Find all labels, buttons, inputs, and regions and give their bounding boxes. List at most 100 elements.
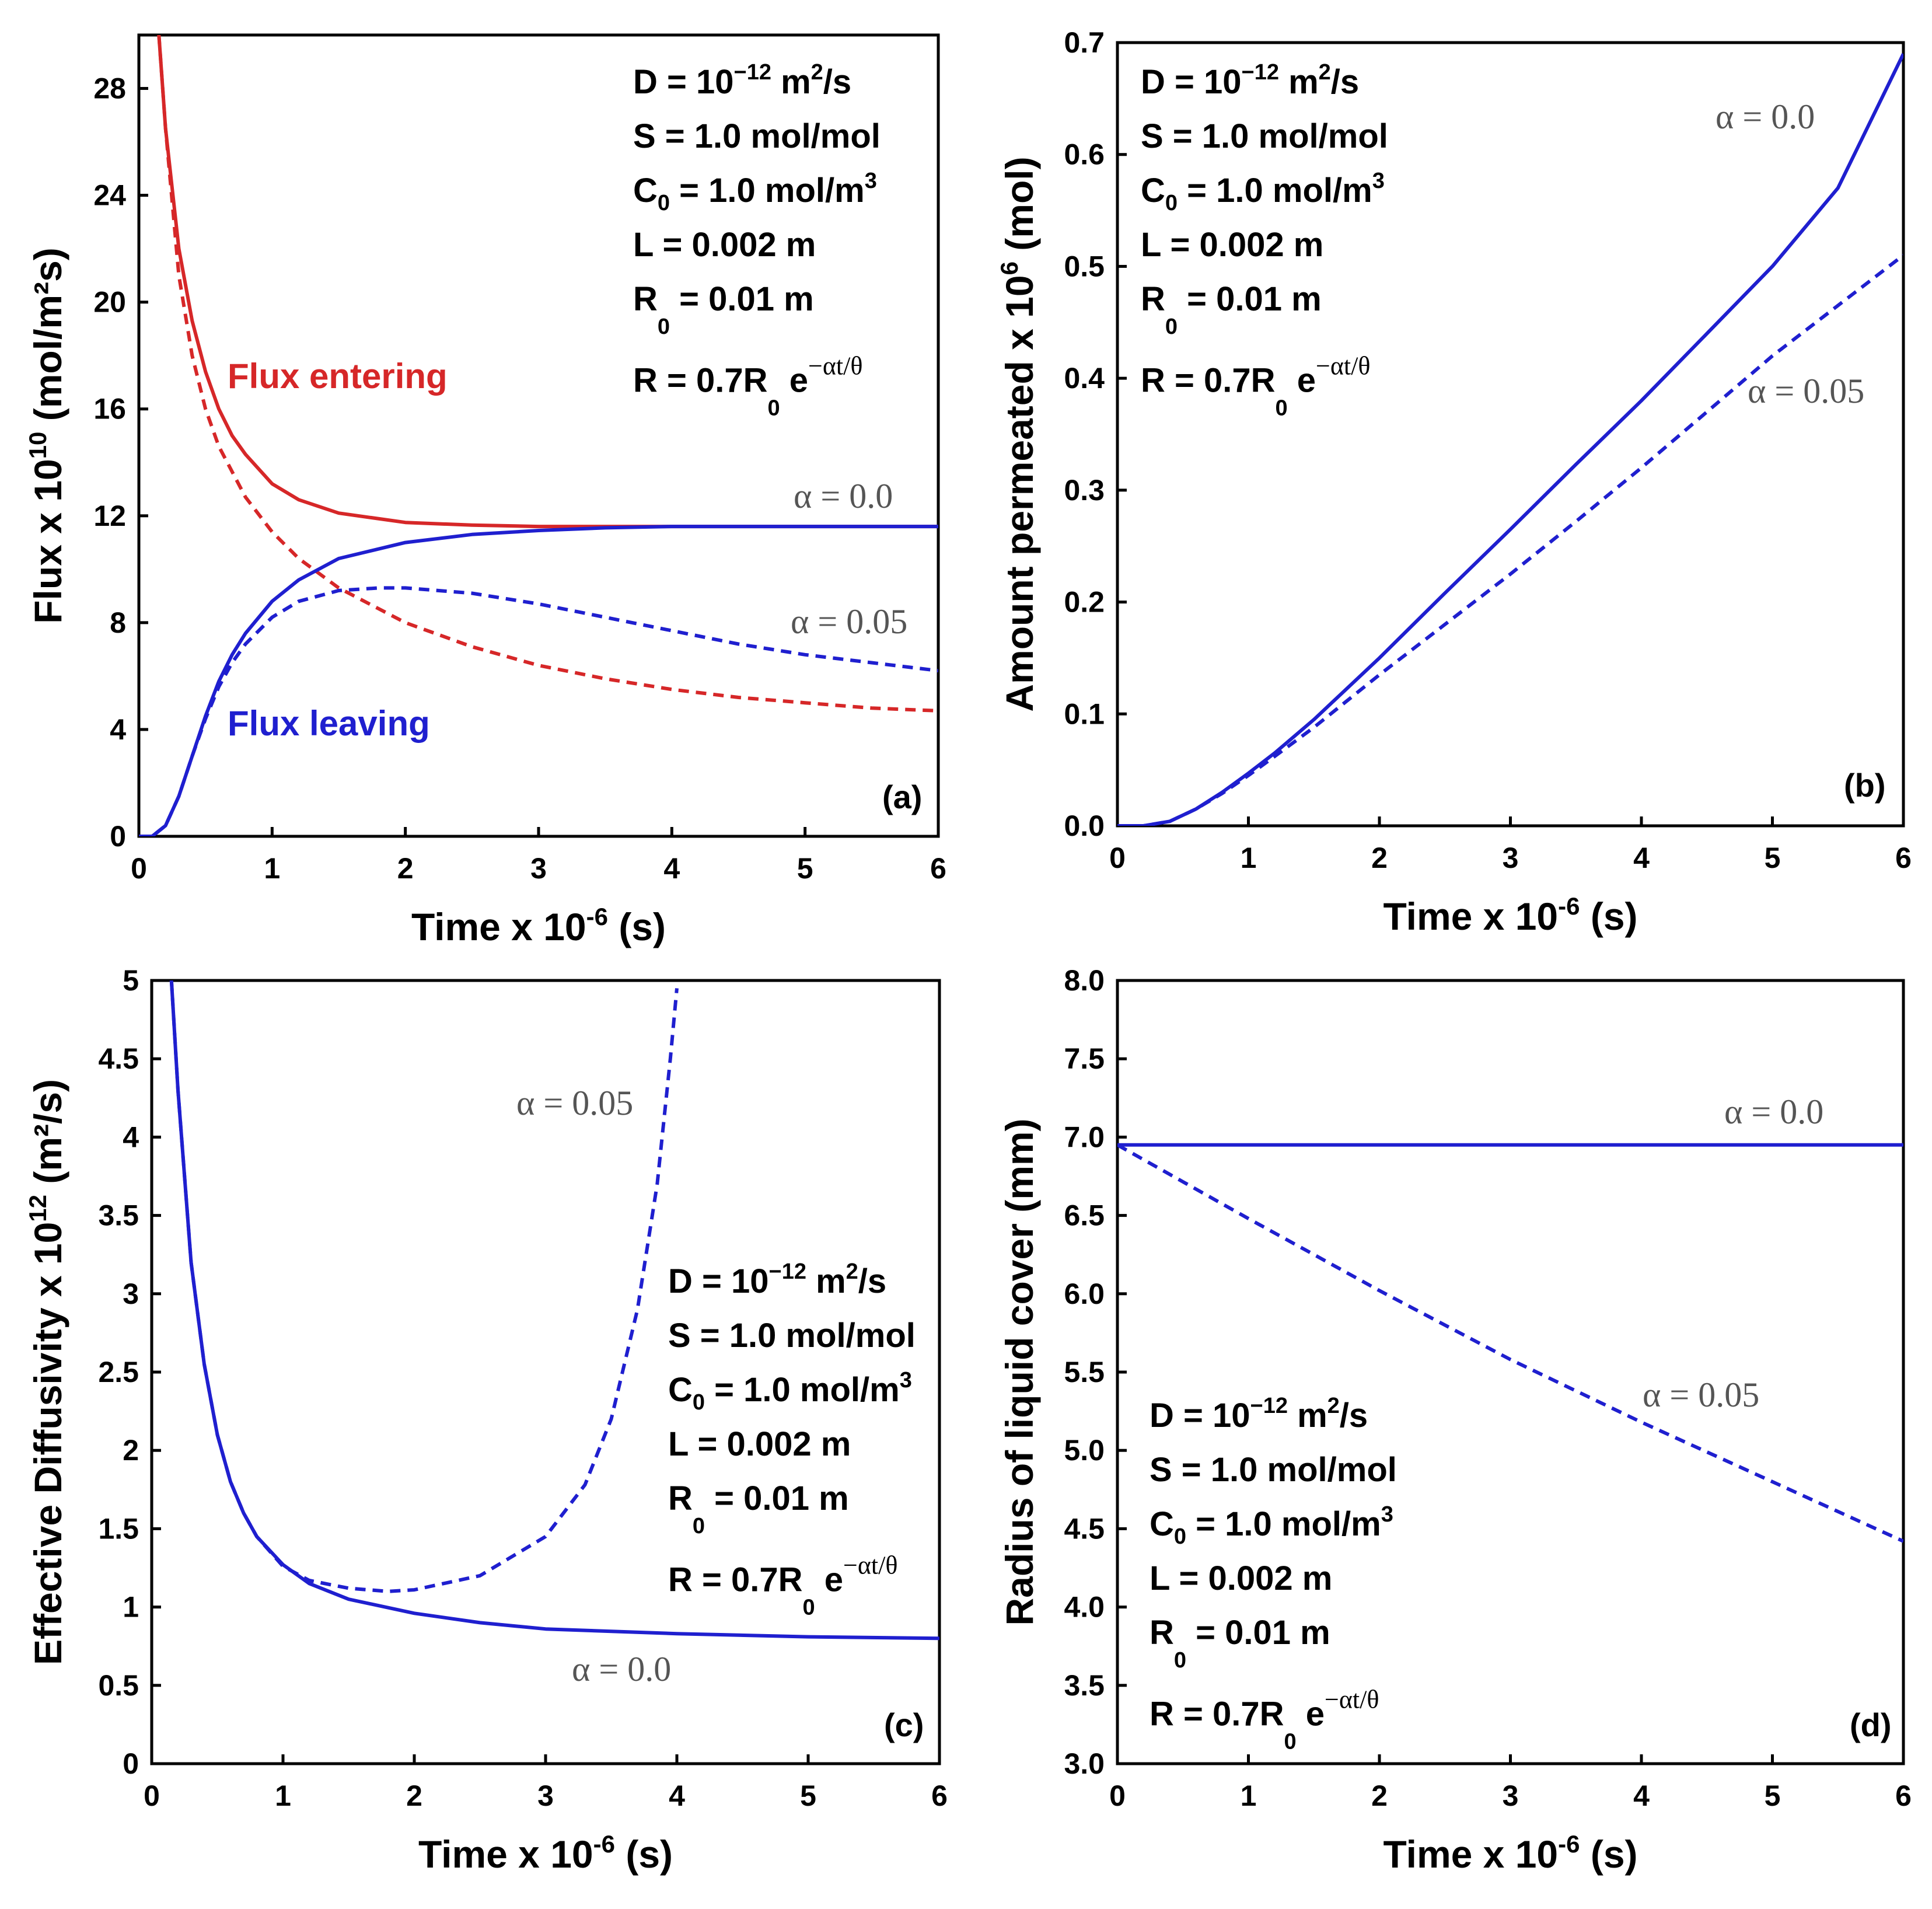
param-R: R = 0.7R0 e−αt/θ bbox=[1150, 1685, 1379, 1754]
y-tick-label: 4.5 bbox=[98, 1042, 139, 1075]
param-R0: R0 = 0.01 m bbox=[1150, 1614, 1330, 1673]
y-tick-label: 20 bbox=[93, 286, 126, 319]
param-R0-head: R bbox=[633, 280, 658, 318]
param-D-unit-exp: 2 bbox=[846, 1259, 858, 1284]
param-R0-sub: 0 bbox=[1174, 1648, 1186, 1673]
param-C0-head: C bbox=[1141, 172, 1165, 210]
param-R-sub: 0 bbox=[1276, 396, 1288, 421]
y-tick-label: 0.7 bbox=[1064, 26, 1105, 59]
y-tick-label: 0 bbox=[110, 820, 126, 853]
param-D-unit-tail: /s bbox=[858, 1262, 886, 1300]
param-S: S = 1.0 mol/mol bbox=[668, 1317, 916, 1355]
param-D: D = 10−12 m2/s bbox=[668, 1259, 886, 1300]
param-D-exp: −12 bbox=[1242, 60, 1279, 85]
y-axis-title: Effective Diffusivity x 1012 (m²/s) bbox=[24, 1079, 69, 1665]
y-axis-title: Amount permeated x 106 (mol) bbox=[995, 156, 1041, 711]
param-S-text: S = 1.0 mol/mol bbox=[1150, 1451, 1397, 1489]
param-L-text: L = 0.002 m bbox=[633, 226, 816, 264]
param-C0-head: C bbox=[633, 172, 658, 210]
y-axis-title-main: Amount permeated x 10 bbox=[998, 275, 1041, 711]
param-D: D = 10−12 m2/s bbox=[1150, 1394, 1368, 1435]
param-D-unit-exp: 2 bbox=[1327, 1394, 1340, 1418]
y-tick-label: 5.0 bbox=[1064, 1434, 1105, 1467]
param-D-text: D = 10 bbox=[633, 63, 734, 101]
x-tick-label: 0 bbox=[131, 852, 147, 885]
param-D-text: D = 10 bbox=[1150, 1397, 1250, 1435]
x-tick-label: 6 bbox=[930, 852, 946, 885]
x-axis-title: Time x 10-6 (s) bbox=[411, 903, 666, 948]
series-line-alpha-005-blue bbox=[1117, 1143, 1903, 1543]
x-axis-title-exp: -6 bbox=[1558, 1830, 1580, 1858]
curves bbox=[139, 35, 938, 836]
x-tick-label: 6 bbox=[1895, 842, 1912, 874]
param-S-text: S = 1.0 mol/mol bbox=[1141, 117, 1388, 155]
y-axis-title-unit: (mol) bbox=[998, 156, 1041, 261]
y-axis-title-main: Radius of liquid cover (mm) bbox=[998, 1118, 1041, 1625]
x-axis-title-exp: -6 bbox=[1558, 892, 1580, 920]
x-tick-label: 5 bbox=[1765, 1779, 1781, 1812]
x-tick-label: 3 bbox=[530, 852, 547, 885]
param-D-unit: m bbox=[1279, 63, 1319, 101]
param-L-text: L = 0.002 m bbox=[1141, 226, 1323, 264]
x-tick-label: 3 bbox=[1503, 1779, 1519, 1812]
y-tick-label: 1.5 bbox=[98, 1512, 139, 1545]
param-S-text: S = 1.0 mol/mol bbox=[633, 117, 881, 155]
param-R: R = 0.7R0 e−αt/θ bbox=[1141, 352, 1370, 421]
param-L: L = 0.002 m bbox=[1141, 226, 1323, 264]
y-tick-label: 4 bbox=[110, 713, 126, 746]
flux-entering-label: Flux entering bbox=[228, 357, 448, 396]
x-axis-title: Time x 10-6 (s) bbox=[1383, 892, 1637, 938]
param-R0-tail: = 0.01 m bbox=[1178, 280, 1322, 318]
series-line-alpha-0-red bbox=[157, 35, 938, 529]
param-R-exp: −αt/θ bbox=[1325, 1685, 1379, 1714]
x-tick-label: 3 bbox=[537, 1779, 554, 1812]
param-C0: C0 = 1.0 mol/m3 bbox=[1150, 1502, 1393, 1549]
param-D: D = 10−12 m2/s bbox=[633, 60, 851, 101]
y-tick-label: 4.5 bbox=[1064, 1512, 1105, 1545]
param-S: S = 1.0 mol/mol bbox=[633, 117, 881, 155]
param-D: D = 10−12 m2/s bbox=[1141, 60, 1359, 101]
param-L: L = 0.002 m bbox=[1150, 1559, 1332, 1597]
y-tick-label: 6.5 bbox=[1064, 1199, 1105, 1232]
x-axis-title-main: Time x 10 bbox=[411, 905, 586, 948]
param-R0-tail: = 0.01 m bbox=[670, 280, 814, 318]
param-R-tail: e bbox=[1288, 362, 1316, 400]
param-L: L = 0.002 m bbox=[668, 1425, 851, 1463]
param-C0-exp: 3 bbox=[1372, 169, 1385, 193]
y-tick-label: 12 bbox=[93, 500, 126, 532]
param-R-sub: 0 bbox=[1284, 1730, 1297, 1754]
param-C0-head: C bbox=[668, 1371, 693, 1409]
y-tick-label: 7.0 bbox=[1064, 1121, 1105, 1153]
alpha-005-label: α = 0.05 bbox=[791, 602, 907, 641]
y-axis-title-main: Effective Diffusivity x 10 bbox=[26, 1222, 69, 1665]
y-tick-label: 7.5 bbox=[1064, 1042, 1105, 1075]
param-R-head: R = 0.7R bbox=[1150, 1695, 1284, 1733]
param-C0-tail: = 1.0 mol/m bbox=[670, 172, 865, 210]
param-R-tail: e bbox=[780, 362, 808, 400]
x-tick-label: 2 bbox=[406, 1779, 422, 1812]
curves bbox=[169, 980, 939, 1641]
y-tick-label: 24 bbox=[93, 179, 126, 212]
param-C0-sub: 0 bbox=[1165, 191, 1178, 215]
param-R0: R0 = 0.01 m bbox=[668, 1479, 849, 1538]
param-D-unit-tail: /s bbox=[823, 63, 851, 101]
y-axis-title: Flux x 1010 (mol/m²s) bbox=[24, 247, 69, 624]
param-R-tail: e bbox=[815, 1561, 843, 1599]
y-tick-label: 6.0 bbox=[1064, 1278, 1105, 1310]
param-R: R = 0.7R0 e−αt/θ bbox=[633, 352, 862, 421]
panel-letter: (b) bbox=[1844, 767, 1886, 804]
y-axis-title-exp: 12 bbox=[24, 1195, 51, 1222]
x-axis-title-unit: (s) bbox=[615, 1833, 673, 1876]
param-R0: R0 = 0.01 m bbox=[1141, 280, 1322, 339]
series-line-alpha-005-red bbox=[157, 35, 938, 713]
param-D-unit-exp: 2 bbox=[811, 60, 823, 85]
alpha-0-label: α = 0.0 bbox=[1716, 97, 1815, 136]
x-tick-label: 1 bbox=[264, 852, 280, 885]
param-R-head: R = 0.7R bbox=[633, 362, 768, 400]
x-axis-title-main: Time x 10 bbox=[418, 1833, 593, 1876]
y-tick-label: 28 bbox=[93, 72, 126, 105]
param-R0-head: R bbox=[1141, 280, 1165, 318]
x-axis-title-exp: -6 bbox=[593, 1830, 615, 1858]
